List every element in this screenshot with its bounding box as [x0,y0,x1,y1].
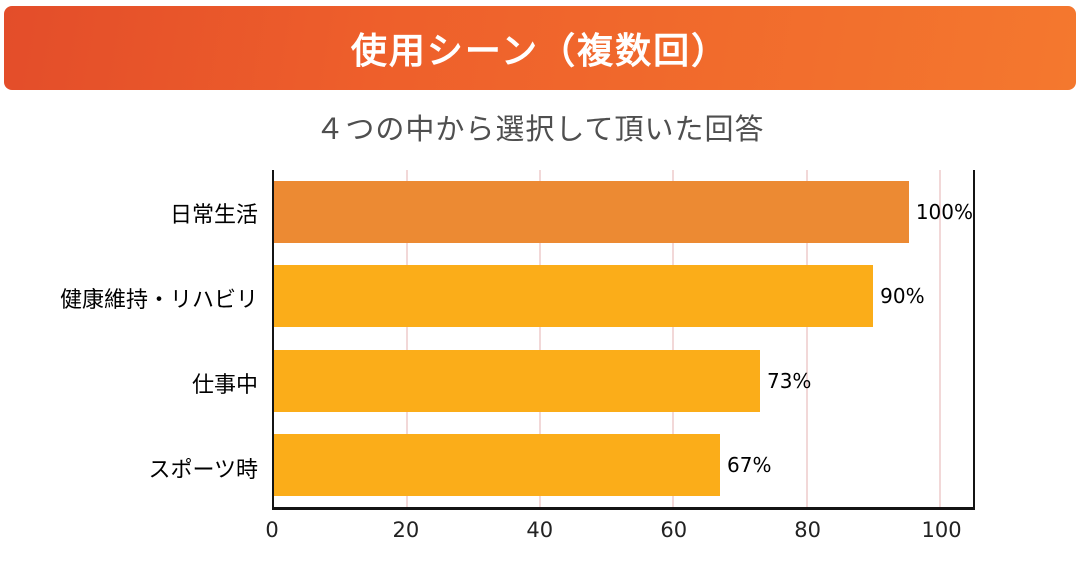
gridline [672,170,675,507]
x-tick-label: 60 [660,518,688,542]
bar [274,265,874,328]
value-label: 73% [766,368,812,393]
category-label: スポーツ時 [148,457,258,483]
x-axis: 0 20 40 60 80 100 [265,510,975,550]
bar-row: 100% [274,170,973,254]
gridline [938,170,941,507]
bars-layer: 100% 90% 73% 67% [274,170,973,507]
page-title: 使用シーン（複数回） [350,31,730,72]
x-tick-label: 40 [526,518,554,542]
x-tick-label: 20 [392,518,420,542]
bar [274,349,760,412]
x-tick-label: 100 [921,518,962,542]
category-label: 日常生活 [169,202,258,228]
gridline [539,170,542,507]
bar-row: 67% [274,423,973,507]
category-axis: 日常生活健康維持・リハビリ仕事中スポーツ時 [0,170,272,550]
x-tick-label: 80 [794,518,821,542]
bar-row: 73% [274,339,973,423]
x-tick-label: 0 [265,518,279,542]
chart-subtitle: ４つの中から選択して頂いた回答 [315,112,765,146]
gridline [805,170,808,507]
gridline [406,170,409,507]
value-label: 90% [880,284,925,309]
category-label: 健康維持・リハビリ [59,287,258,313]
bar-row: 90% [274,254,973,338]
category-label: 仕事中 [191,372,258,398]
bar-chart: 日常生活健康維持・リハビリ仕事中スポーツ時 100% 90% 73% 67% 0 20 4… [0,170,975,550]
plot-area: 100% 90% 73% 67% [272,170,975,510]
title-banner: 使用シーン（複数回） [4,6,1076,90]
bar [274,433,721,496]
value-label: 67% [727,452,772,477]
plot-column: 100% 90% 73% 67% 0 20 40 60 80 100 [265,170,975,550]
grid-layer [274,170,973,507]
bar [274,181,909,244]
value-label: 100% [915,200,973,225]
